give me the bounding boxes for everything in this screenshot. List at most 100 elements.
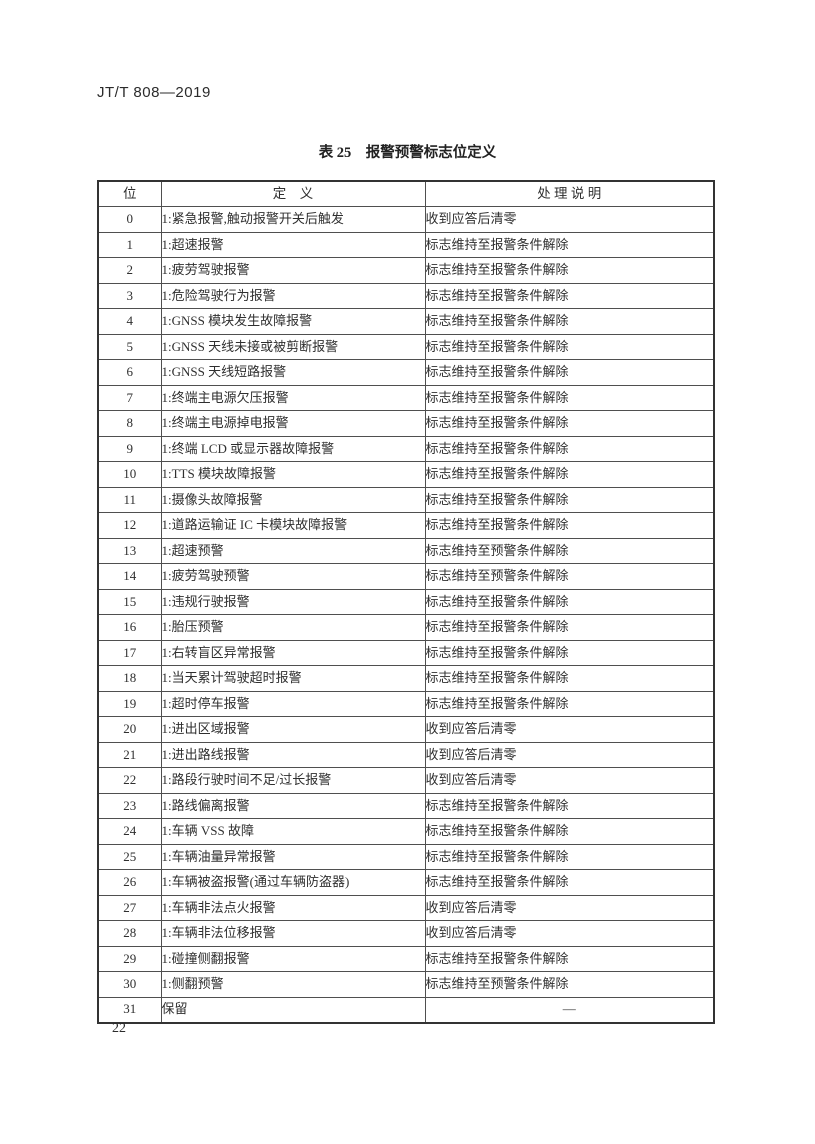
handling-cell: 标志维持至预警条件解除 — [424, 971, 715, 998]
handling-cell: 标志维持至报警条件解除 — [424, 690, 715, 717]
handling-cell: 标志维持至预警条件解除 — [424, 537, 715, 564]
table-row: 15 1:违规行驶报警 标志维持至报警条件解除 — [97, 588, 715, 615]
handling-cell: 标志维持至报警条件解除 — [424, 384, 715, 411]
handling-cell: 标志维持至报警条件解除 — [424, 282, 715, 309]
table-row: 18 1:当天累计驾驶超时报警 标志维持至报警条件解除 — [97, 665, 715, 692]
definition-cell: 1:疲劳驾驶预警 — [160, 563, 426, 590]
table-row: 25 1:车辆油量异常报警 标志维持至报警条件解除 — [97, 843, 715, 870]
handling-cell: 标志维持至报警条件解除 — [424, 359, 715, 386]
bit-cell: 0 — [97, 206, 162, 233]
definition-cell: 1:GNSS 模块发生故障报警 — [160, 308, 426, 335]
table-row: 24 1:车辆 VSS 故障 标志维持至报警条件解除 — [97, 818, 715, 845]
handling-cell: 标志维持至报警条件解除 — [424, 869, 715, 896]
definition-cell: 1:车辆油量异常报警 — [160, 843, 426, 870]
definition-cell: 1:车辆非法位移报警 — [160, 920, 426, 947]
definition-cell: 1:超时停车报警 — [160, 690, 426, 717]
table-row: 27 1:车辆非法点火报警 收到应答后清零 — [97, 894, 715, 921]
col-header-handling: 处 理 说 明 — [424, 180, 715, 207]
bit-cell: 27 — [97, 894, 162, 921]
handling-cell: 收到应答后清零 — [424, 206, 715, 233]
definition-cell: 1:路线偏离报警 — [160, 792, 426, 819]
bit-cell: 30 — [97, 971, 162, 998]
definition-cell: 1:GNSS 天线未接或被剪断报警 — [160, 333, 426, 360]
bit-cell: 20 — [97, 716, 162, 743]
bit-cell: 13 — [97, 537, 162, 564]
bit-cell: 10 — [97, 461, 162, 488]
handling-cell: 收到应答后清零 — [424, 894, 715, 921]
bit-cell: 12 — [97, 512, 162, 539]
definition-cell: 1:紧急报警,触动报警开关后触发 — [160, 206, 426, 233]
bit-cell: 1 — [97, 231, 162, 258]
bit-cell: 28 — [97, 920, 162, 947]
definition-cell: 1:疲劳驾驶报警 — [160, 257, 426, 284]
definition-cell: 1:GNSS 天线短路报警 — [160, 359, 426, 386]
definition-cell: 保留 — [160, 996, 426, 1023]
definition-cell: 1:车辆非法点火报警 — [160, 894, 426, 921]
definition-cell: 1:胎压预警 — [160, 614, 426, 641]
definition-cell: 1:危险驾驶行为报警 — [160, 282, 426, 309]
table-header-row: 位 定 义 处 理 说 明 — [97, 180, 715, 207]
bit-cell: 2 — [97, 257, 162, 284]
definition-cell: 1:违规行驶报警 — [160, 588, 426, 615]
table-row: 3 1:危险驾驶行为报警 标志维持至报警条件解除 — [97, 282, 715, 309]
table-row: 11 1:摄像头故障报警 标志维持至报警条件解除 — [97, 486, 715, 513]
table-row: 20 1:进出区域报警 收到应答后清零 — [97, 716, 715, 743]
handling-cell: — — [424, 996, 715, 1023]
bit-cell: 5 — [97, 333, 162, 360]
definition-cell: 1:进出路线报警 — [160, 741, 426, 768]
alarm-flag-table: 位 定 义 处 理 说 明 0 1:紧急报警,触动报警开关后触发 收到应答后清零… — [97, 180, 715, 1024]
definition-cell: 1:道路运输证 IC 卡模块故障报警 — [160, 512, 426, 539]
table-caption: 表 25 报警预警标志位定义 — [318, 145, 497, 161]
table-row: 7 1:终端主电源欠压报警 标志维持至报警条件解除 — [97, 384, 715, 411]
handling-cell: 标志维持至报警条件解除 — [424, 818, 715, 845]
table-row: 16 1:胎压预警 标志维持至报警条件解除 — [97, 614, 715, 641]
definition-cell: 1:右转盲区异常报警 — [160, 639, 426, 666]
handling-cell: 标志维持至报警条件解除 — [424, 308, 715, 335]
bit-cell: 17 — [97, 639, 162, 666]
bit-cell: 8 — [97, 410, 162, 437]
handling-cell: 标志维持至报警条件解除 — [424, 792, 715, 819]
table-row: 21 1:进出路线报警 收到应答后清零 — [97, 741, 715, 768]
handling-cell: 标志维持至预警条件解除 — [424, 563, 715, 590]
bit-cell: 29 — [97, 945, 162, 972]
handling-cell: 收到应答后清零 — [424, 716, 715, 743]
table-row: 6 1:GNSS 天线短路报警 标志维持至报警条件解除 — [97, 359, 715, 386]
definition-cell: 1:超速报警 — [160, 231, 426, 258]
definition-cell: 1:车辆 VSS 故障 — [160, 818, 426, 845]
bit-cell: 6 — [97, 359, 162, 386]
handling-cell: 标志维持至报警条件解除 — [424, 945, 715, 972]
definition-cell: 1:路段行驶时间不足/过长报警 — [160, 767, 426, 794]
bit-cell: 26 — [97, 869, 162, 896]
table-row: 28 1:车辆非法位移报警 收到应答后清零 — [97, 920, 715, 947]
bit-cell: 22 — [97, 767, 162, 794]
bit-cell: 24 — [97, 818, 162, 845]
handling-cell: 标志维持至报警条件解除 — [424, 843, 715, 870]
handling-cell: 标志维持至报警条件解除 — [424, 333, 715, 360]
table-row: 14 1:疲劳驾驶预警 标志维持至预警条件解除 — [97, 563, 715, 590]
table-row: 26 1:车辆被盗报警(通过车辆防盗器) 标志维持至报警条件解除 — [97, 869, 715, 896]
definition-cell: 1:TTS 模块故障报警 — [160, 461, 426, 488]
handling-cell: 标志维持至报警条件解除 — [424, 257, 715, 284]
definition-cell: 1:超速预警 — [160, 537, 426, 564]
table-row: 17 1:右转盲区异常报警 标志维持至报警条件解除 — [97, 639, 715, 666]
bit-cell: 23 — [97, 792, 162, 819]
handling-cell: 收到应答后清零 — [424, 741, 715, 768]
table-row: 31 保留 — — [97, 996, 715, 1023]
page-number: 22 — [112, 1021, 126, 1036]
table-row: 8 1:终端主电源掉电报警 标志维持至报警条件解除 — [97, 410, 715, 437]
standard-number: JT/T 808—2019 — [97, 84, 211, 101]
bit-cell: 31 — [97, 996, 162, 1023]
table-row: 1 1:超速报警 标志维持至报警条件解除 — [97, 231, 715, 258]
col-header-bit: 位 — [97, 180, 162, 207]
handling-cell: 标志维持至报警条件解除 — [424, 614, 715, 641]
handling-cell: 标志维持至报警条件解除 — [424, 435, 715, 462]
bit-cell: 7 — [97, 384, 162, 411]
handling-cell: 收到应答后清零 — [424, 920, 715, 947]
bit-cell: 25 — [97, 843, 162, 870]
table-row: 5 1:GNSS 天线未接或被剪断报警 标志维持至报警条件解除 — [97, 333, 715, 360]
handling-cell: 标志维持至报警条件解除 — [424, 410, 715, 437]
table-row: 30 1:侧翻预警 标志维持至预警条件解除 — [97, 971, 715, 998]
definition-cell: 1:侧翻预警 — [160, 971, 426, 998]
bit-cell: 16 — [97, 614, 162, 641]
definition-cell: 1:终端主电源掉电报警 — [160, 410, 426, 437]
